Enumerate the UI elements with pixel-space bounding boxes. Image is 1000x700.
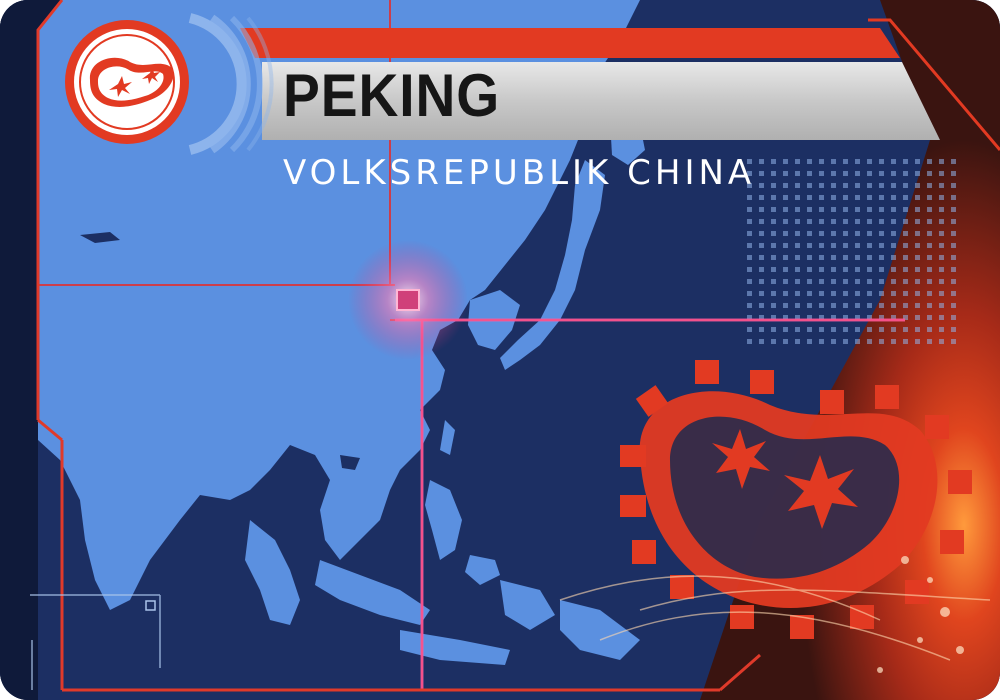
lake-mark-2	[340, 455, 360, 470]
data-box	[30, 594, 161, 690]
land-mass-java	[400, 630, 510, 665]
land-mass-taiwan	[440, 420, 455, 455]
land-mass-borneo	[500, 580, 555, 630]
land-mass-sri-lanka	[126, 540, 140, 565]
land-mass-philippines	[425, 480, 462, 560]
city-marker	[396, 289, 420, 311]
virus-badge-icon	[65, 20, 189, 144]
land-mass-japan	[500, 160, 605, 370]
halftone-dots	[745, 155, 960, 350]
city-name: PEKING	[283, 62, 501, 129]
frame-bracket	[36, 78, 761, 692]
land-mass-island	[465, 555, 500, 585]
flare-streaks	[559, 575, 991, 661]
badge-arcs	[188, 13, 274, 155]
land-mass-peninsula	[245, 520, 300, 625]
banner-red-stripe	[240, 28, 900, 58]
land-mass-new-guinea	[560, 600, 640, 660]
lake-mark	[80, 232, 120, 243]
land-mass-sumatra	[315, 560, 430, 625]
land-mass-asia	[38, 0, 640, 610]
country-name: VOLKSREPUBLIK CHINA	[283, 153, 756, 193]
title-banner	[262, 62, 940, 140]
data-box-square	[145, 600, 156, 611]
virus-gear-emblem	[620, 360, 972, 639]
